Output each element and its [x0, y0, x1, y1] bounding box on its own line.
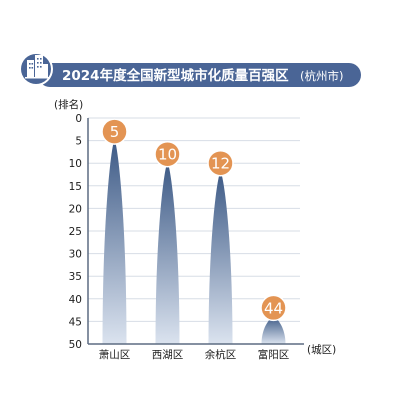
y-tick-label: 15: [69, 181, 82, 193]
value-label: 12: [211, 155, 230, 173]
y-tick-label: 35: [69, 271, 82, 283]
value-badge: [154, 140, 181, 168]
y-tick-labels: 0 5 10 15 20 25 30 35 40 45 50: [69, 113, 82, 351]
value-badges: 5 10 12 44: [101, 118, 287, 322]
y-tick-label: 20: [69, 203, 82, 215]
y-tick-label: 25: [69, 226, 82, 238]
x-axis-label: (城区): [307, 344, 336, 356]
y-tick-label: 30: [69, 249, 82, 261]
y-tick-label: 50: [69, 339, 82, 351]
category-labels: 萧山区 西湖区 余杭区 富阳区: [99, 348, 290, 361]
peak-bar: [155, 163, 180, 344]
peak-bar: [261, 316, 286, 344]
chart-title-suffix: (杭州市): [300, 69, 343, 83]
category-label: 西湖区: [152, 349, 184, 361]
value-label: 10: [158, 146, 177, 164]
title-banner: 2024年度全国新型城市化质量百强区 (杭州市): [19, 52, 361, 87]
title-bar: [38, 63, 361, 87]
y-tick-label: 10: [69, 158, 82, 170]
chart-title: 2024年度全国新型城市化质量百强区: [62, 67, 289, 84]
category-label: 富阳区: [258, 348, 290, 361]
peak-bar: [102, 140, 127, 344]
value-badge: [207, 149, 234, 177]
y-tick-label: 45: [69, 316, 82, 328]
value-label: 44: [264, 299, 283, 317]
category-label: 余杭区: [205, 348, 237, 361]
value-badge: [260, 294, 287, 322]
value-label: 5: [110, 123, 120, 141]
value-badge: [101, 118, 128, 145]
peak-bar: [208, 172, 233, 344]
y-tick-label: 40: [69, 294, 82, 306]
y-axis-label: (排名): [54, 98, 83, 111]
y-tick-label: 0: [75, 113, 82, 125]
city-buildings-icon: [19, 52, 53, 86]
peaks: [102, 140, 286, 344]
y-tick-label: 5: [75, 136, 82, 148]
category-label: 萧山区: [99, 349, 131, 361]
